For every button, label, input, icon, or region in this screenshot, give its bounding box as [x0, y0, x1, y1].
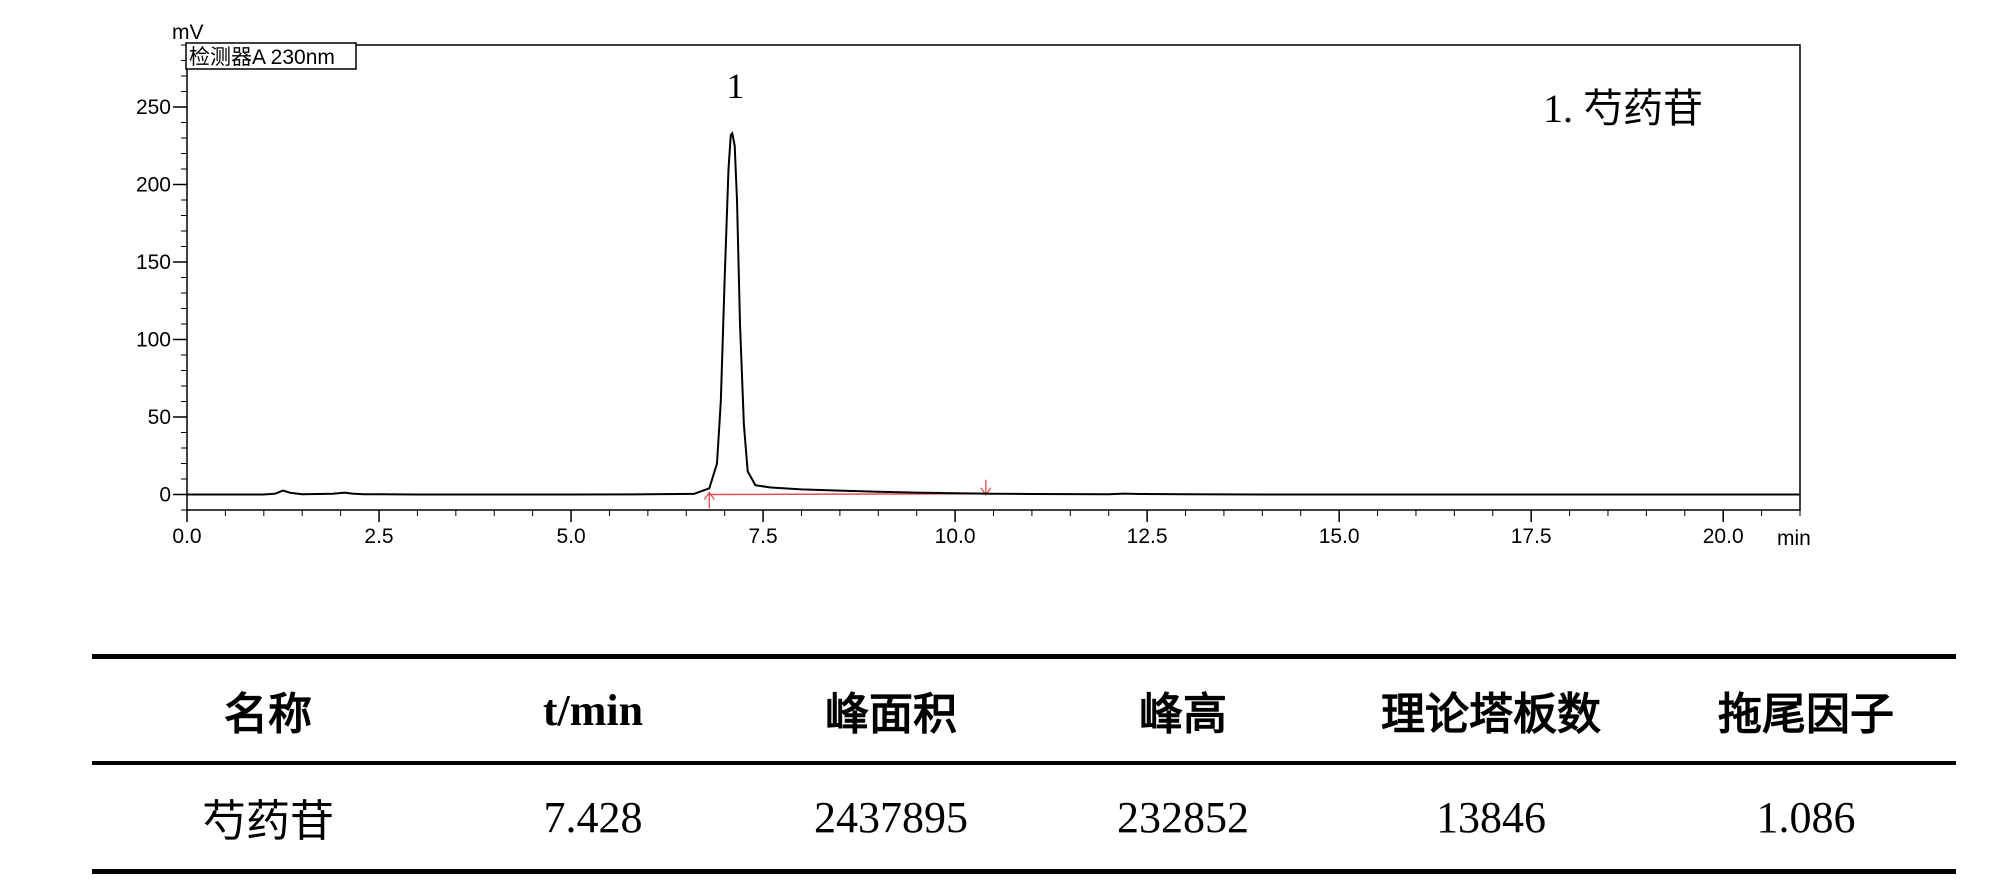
table-header-row: 名称 t/min 峰面积 峰高 理论塔板数 拖尾因子 — [92, 656, 1956, 763]
x-axis-unit-label: min — [1777, 527, 1811, 550]
cell-name: 芍药苷 — [202, 797, 334, 846]
cell-retention-time: 7.428 — [543, 792, 643, 842]
baseline-end-marker — [980, 479, 992, 496]
header-retention-time: t/min — [542, 685, 644, 735]
legend-compound: 1. 芍药苷 — [1543, 86, 1703, 131]
y-tick-label: 150 — [136, 251, 171, 274]
table-row: 芍药苷 7.428 2437895 232852 13846 1.086 — [92, 763, 1956, 872]
x-tick-label: 12.5 — [1127, 525, 1168, 548]
detector-label-box — [185, 42, 357, 70]
baseline-start-marker — [703, 491, 715, 509]
x-tick-label: 10.0 — [935, 525, 976, 548]
x-tick-label: 17.5 — [1511, 525, 1552, 548]
x-tick-label: 0.0 — [172, 525, 201, 548]
y-tick-label: 100 — [136, 329, 171, 352]
cell-peak-height: 232852 — [1117, 792, 1249, 842]
x-tick-label: 20.0 — [1703, 525, 1744, 548]
header-tailing-factor: 拖尾因子 — [1718, 690, 1894, 739]
header-peak-area: 峰面积 — [825, 690, 957, 739]
axes-layer: 0.0 2.5 5.0 7.5 10.0 12.5 15.0 17.5 20.0 0 50 100 15… — [136, 44, 1801, 548]
header-theoretical-plates: 理论塔板数 — [1381, 690, 1601, 739]
peak-label: 1 — [726, 66, 744, 106]
y-axis-unit-label: mV — [172, 21, 204, 44]
cell-theoretical-plates: 13846 — [1436, 792, 1546, 842]
cell-peak-area: 2437895 — [814, 792, 968, 842]
chromatogram-chart: 0.0 2.5 5.0 7.5 10.0 12.5 15.0 17.5 20.0 0 50 100 15… — [136, 21, 1811, 550]
x-tick-label: 7.5 — [748, 525, 777, 548]
results-table: 名称 t/min 峰面积 峰高 理论塔板数 拖尾因子 芍药苷 7.428 243… — [92, 654, 1956, 874]
x-tick-label: 2.5 — [364, 525, 393, 548]
y-tick-label: 200 — [136, 174, 171, 197]
cell-tailing-factor: 1.086 — [1756, 792, 1856, 842]
detector-label: 检测器A 230nm — [189, 46, 335, 69]
y-tick-label: 50 — [148, 406, 171, 429]
marks-layer: 1 — [187, 66, 1800, 509]
header-name: 名称 — [224, 690, 312, 739]
y-tick-label: 250 — [136, 96, 171, 119]
header-peak-height: 峰高 — [1139, 690, 1227, 739]
chromatogram-trace — [187, 131, 1800, 496]
x-tick-label: 15.0 — [1319, 525, 1360, 548]
x-tick-label: 5.0 — [556, 525, 585, 548]
y-tick-label: 0 — [159, 484, 171, 507]
